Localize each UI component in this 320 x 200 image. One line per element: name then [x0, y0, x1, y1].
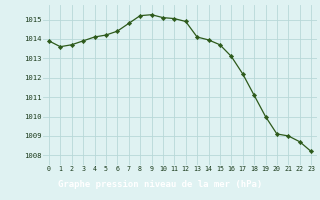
- Text: Graphe pression niveau de la mer (hPa): Graphe pression niveau de la mer (hPa): [58, 180, 262, 189]
